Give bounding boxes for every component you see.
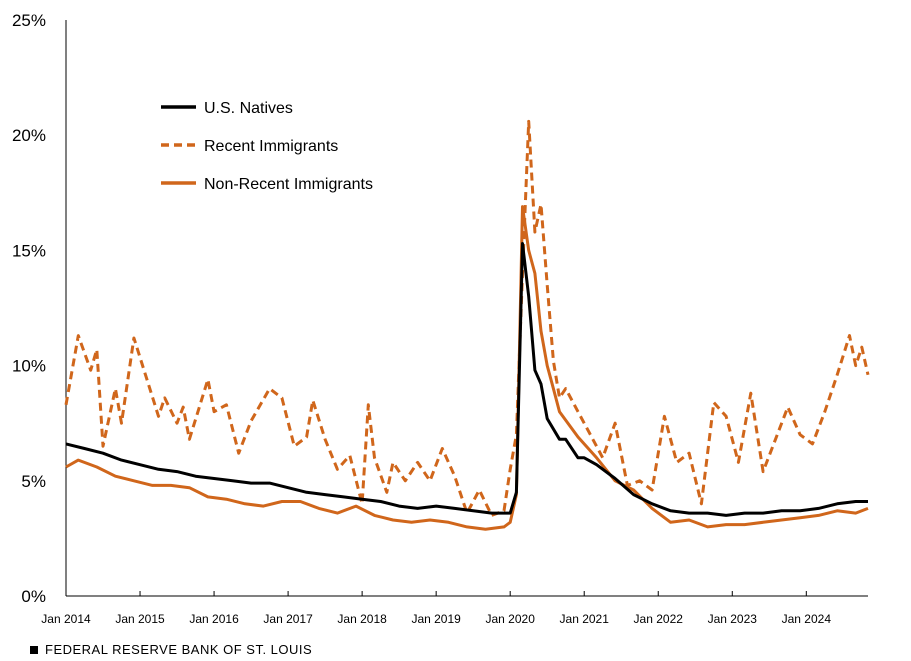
series-layer	[64, 119, 870, 531]
x-tick-label: Jan 2020	[485, 612, 535, 626]
y-tick-label: 10%	[12, 357, 46, 376]
x-tick-label: Jan 2024	[782, 612, 832, 626]
source-footer: FEDERAL RESERVE BANK OF ST. LOUIS	[30, 642, 312, 657]
y-tick-label: 0%	[21, 587, 46, 606]
x-tick-label: Jan 2017	[263, 612, 313, 626]
x-tick-label: Jan 2023	[708, 612, 758, 626]
x-tick-label: Jan 2021	[560, 612, 610, 626]
legend-label-non-recent-immigrants: Non-Recent Immigrants	[204, 176, 373, 193]
footer-square-icon	[30, 645, 38, 654]
x-tick-label: Jan 2019	[411, 612, 461, 626]
series-line-non-recent-immigrants	[65, 205, 869, 531]
legend-label-recent-immigrants: Recent Immigrants	[204, 138, 338, 155]
y-tick-label: 15%	[12, 241, 46, 260]
x-tick-label: Jan 2016	[189, 612, 239, 626]
legend: U.S. Natives Recent Immigrants Non-Recent …	[161, 100, 373, 193]
plot-frame	[65, 20, 868, 597]
y-tick-label: 5%	[21, 472, 46, 491]
series-line-recent-immigrants	[64, 119, 870, 517]
x-axis: Jan 2014 Jan 2015 Jan 2016 Jan 2017 Jan 2018…	[41, 591, 831, 626]
y-tick-label: 20%	[12, 126, 46, 145]
y-axis: 0% 5% 10% 15% 20% 25%	[12, 11, 46, 606]
x-tick-label: Jan 2018	[337, 612, 387, 626]
legend-label-u-s-natives: U.S. Natives	[204, 100, 293, 117]
footer-text: FEDERAL RESERVE BANK OF ST. LOUIS	[45, 642, 313, 657]
x-tick-label: Jan 2022	[634, 612, 684, 626]
x-tick-label: Jan 2014	[41, 612, 91, 626]
y-tick-label: 25%	[12, 11, 46, 30]
series-line-u-s-natives	[65, 242, 868, 517]
x-tick-label: Jan 2015	[115, 612, 165, 626]
